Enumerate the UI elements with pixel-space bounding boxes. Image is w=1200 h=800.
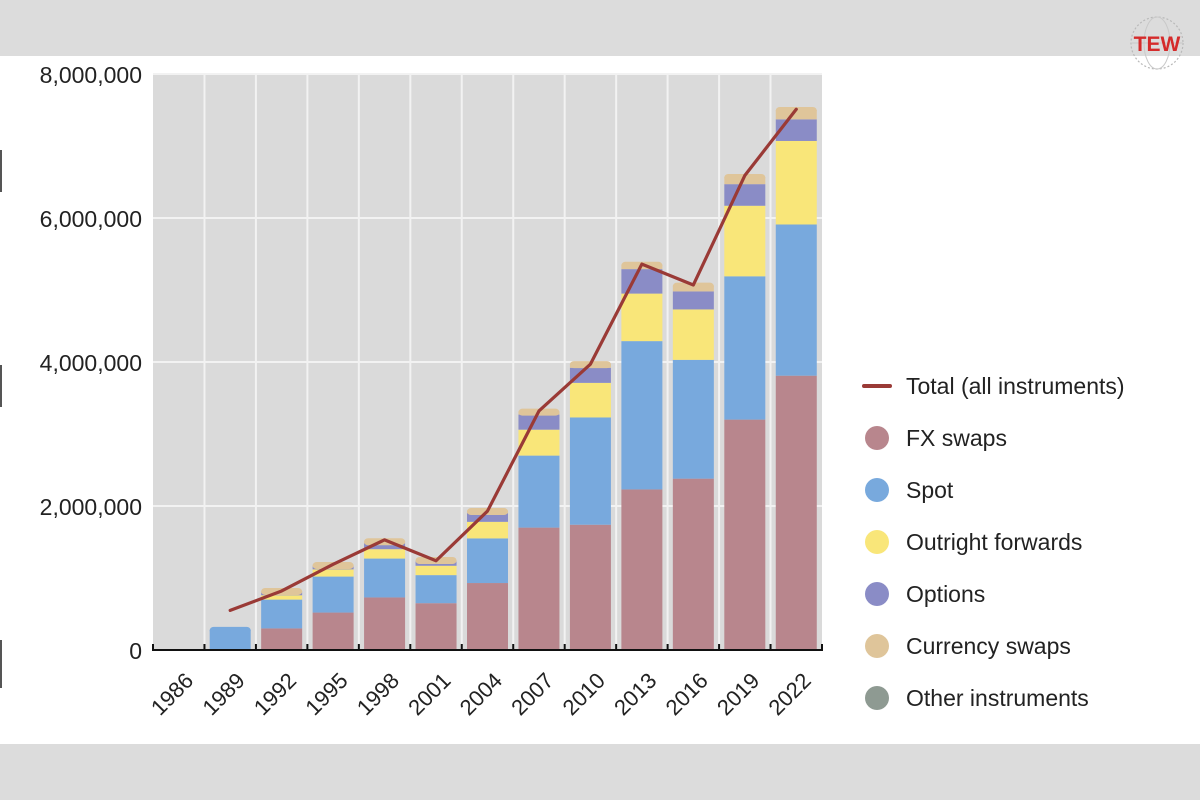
legend-item-other-instruments[interactable]: Other instruments xyxy=(862,672,1125,724)
edge-tick xyxy=(0,365,2,407)
legend-dot-swatch xyxy=(865,426,889,450)
edge-tick xyxy=(0,150,2,192)
bar-segment xyxy=(415,603,457,650)
bar-segment xyxy=(518,455,560,528)
bar-segment xyxy=(364,543,406,550)
bar-cap xyxy=(209,626,251,634)
x-tick-label: 2016 xyxy=(661,668,713,720)
bar-segment xyxy=(261,595,303,600)
bar-segment xyxy=(415,565,457,576)
bar-segment xyxy=(312,569,354,577)
bar-segment xyxy=(209,629,251,650)
bar-segment xyxy=(724,205,766,277)
bar-segment xyxy=(672,478,714,650)
bar-segment xyxy=(312,576,354,613)
bar-segment xyxy=(261,628,303,650)
x-tick-label: 2019 xyxy=(712,668,764,720)
bar-segment xyxy=(518,527,560,650)
bar-segment xyxy=(775,110,817,120)
bar-segment xyxy=(569,417,611,525)
edge-tick xyxy=(0,640,2,688)
x-tick-label: 2007 xyxy=(506,668,558,720)
bar-segment xyxy=(467,521,508,539)
legend-dot-swatch xyxy=(865,478,889,502)
legend-label: Options xyxy=(906,580,986,607)
tew-logo[interactable]: TEW xyxy=(1128,14,1186,72)
bar-segment xyxy=(364,549,406,559)
bar-segment xyxy=(775,224,817,376)
bar-segment xyxy=(467,538,508,584)
x-tick-label: 2022 xyxy=(764,668,816,720)
top-band xyxy=(0,0,1200,56)
legend-item-total[interactable]: Total (all instruments) xyxy=(862,360,1125,412)
y-tick-label: 0 xyxy=(129,638,142,664)
bar-segment xyxy=(569,524,611,650)
legend-label: Other instruments xyxy=(906,684,1089,711)
legend-dot-swatch xyxy=(865,582,889,606)
x-tick-label: 2013 xyxy=(609,668,661,720)
legend-dot-swatch xyxy=(865,530,889,554)
x-tick-label: 1989 xyxy=(197,668,249,720)
legend-item-currency-swaps[interactable]: Currency swaps xyxy=(862,620,1125,672)
legend-dot-swatch xyxy=(865,686,889,710)
bar-segment xyxy=(672,359,714,479)
bar-segment xyxy=(672,309,714,360)
legend: Total (all instruments) FX swaps Spot Ou… xyxy=(862,360,1125,724)
legend-item-spot[interactable]: Spot xyxy=(862,464,1125,516)
legend-item-fx-swaps[interactable]: FX swaps xyxy=(862,412,1125,464)
bar-segment xyxy=(467,513,508,522)
x-tick-label: 1992 xyxy=(249,668,301,720)
bar-segment xyxy=(775,375,817,650)
bar-segment xyxy=(621,489,663,650)
bar-segment xyxy=(621,293,663,342)
x-tick-label: 2010 xyxy=(558,668,610,720)
x-tick-label: 2004 xyxy=(455,668,507,720)
legend-item-outright-forwards[interactable]: Outright forwards xyxy=(862,516,1125,568)
legend-label: Outright forwards xyxy=(906,528,1083,555)
y-tick-label: 6,000,000 xyxy=(40,206,142,232)
x-tick-label: 1998 xyxy=(352,668,404,720)
x-tick-label: 1995 xyxy=(300,668,352,720)
bar-segment xyxy=(724,419,766,650)
y-tick-label: 8,000,000 xyxy=(40,62,142,88)
bar-segment xyxy=(518,429,560,456)
bar-segment xyxy=(364,597,406,650)
x-tick-label: 2001 xyxy=(403,668,455,720)
x-tick-label: 1986 xyxy=(146,668,198,720)
bar-segment xyxy=(724,276,766,420)
legend-label: Spot xyxy=(906,476,954,503)
bar-segment xyxy=(672,291,714,310)
logo-text: TEW xyxy=(1134,33,1181,56)
legend-label: FX swaps xyxy=(906,424,1007,451)
y-tick-label: 4,000,000 xyxy=(40,350,142,376)
bar-segment xyxy=(261,599,303,629)
bar-segment xyxy=(415,575,457,604)
bar-segment xyxy=(621,341,663,490)
bar-segment xyxy=(312,612,354,650)
legend-label: Currency swaps xyxy=(906,632,1071,659)
y-tick-label: 2,000,000 xyxy=(40,494,142,520)
bar-segment xyxy=(467,583,508,650)
bar-segment xyxy=(518,414,560,430)
bar-segment xyxy=(364,558,406,598)
legend-item-options[interactable]: Options xyxy=(862,568,1125,620)
bar-segment xyxy=(569,382,611,418)
legend-label: Total (all instruments) xyxy=(906,372,1125,399)
total-line xyxy=(228,107,798,613)
legend-line-swatch xyxy=(862,384,892,388)
legend-dot-swatch xyxy=(865,634,889,658)
bar-segment xyxy=(775,140,817,225)
bottom-band xyxy=(0,744,1200,800)
